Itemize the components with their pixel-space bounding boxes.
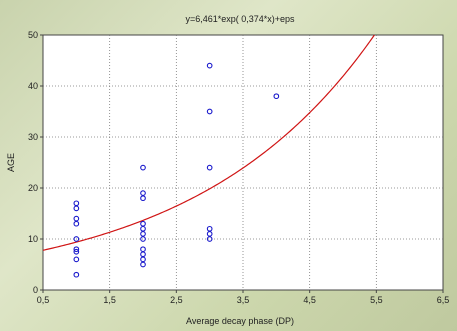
data-point [206,108,213,115]
data-point [140,164,146,171]
fit-curve [42,34,375,251]
tick-labels: 0,5 1,5 2,5 3,5 4,5 5,5 6,5 0 10 20 30 40 50 [28,30,449,305]
y-tick-label: 40 [28,81,38,91]
data-point [73,271,80,278]
data-point [140,236,146,242]
x-axis-title: Average decay phase (DP) [186,316,294,326]
data-point [206,164,213,171]
chart-title: y=6,461*exp( 0,374*x)+eps [185,14,295,24]
data-point [73,236,80,242]
data-point [273,93,280,100]
x-tick-label: 2,5 [170,295,183,305]
y-tick-label: 20 [28,183,38,193]
x-tick-label: 4,5 [303,295,316,305]
y-tick-label: 50 [28,30,38,40]
x-tick-label: 3,5 [237,295,250,305]
y-tick-label: 30 [28,132,38,142]
data-point [73,220,80,227]
y-tick-label: 10 [28,234,38,244]
y-axis-title: AGE [6,153,16,172]
data-point [140,261,146,268]
data-point [73,246,80,253]
x-tick-label: 6,5 [437,295,450,305]
data-points [73,62,280,278]
y-tick-label: 0 [33,285,38,295]
x-tick-label: 1,5 [103,295,116,305]
data-point [73,256,80,263]
data-point [73,205,80,212]
x-tick-label: 0,5 [37,295,50,305]
data-point [206,62,213,69]
data-point [73,248,80,255]
grid-lines [43,35,443,290]
data-point [206,236,213,242]
data-point [140,195,146,202]
x-tick-label: 5,5 [370,295,383,305]
